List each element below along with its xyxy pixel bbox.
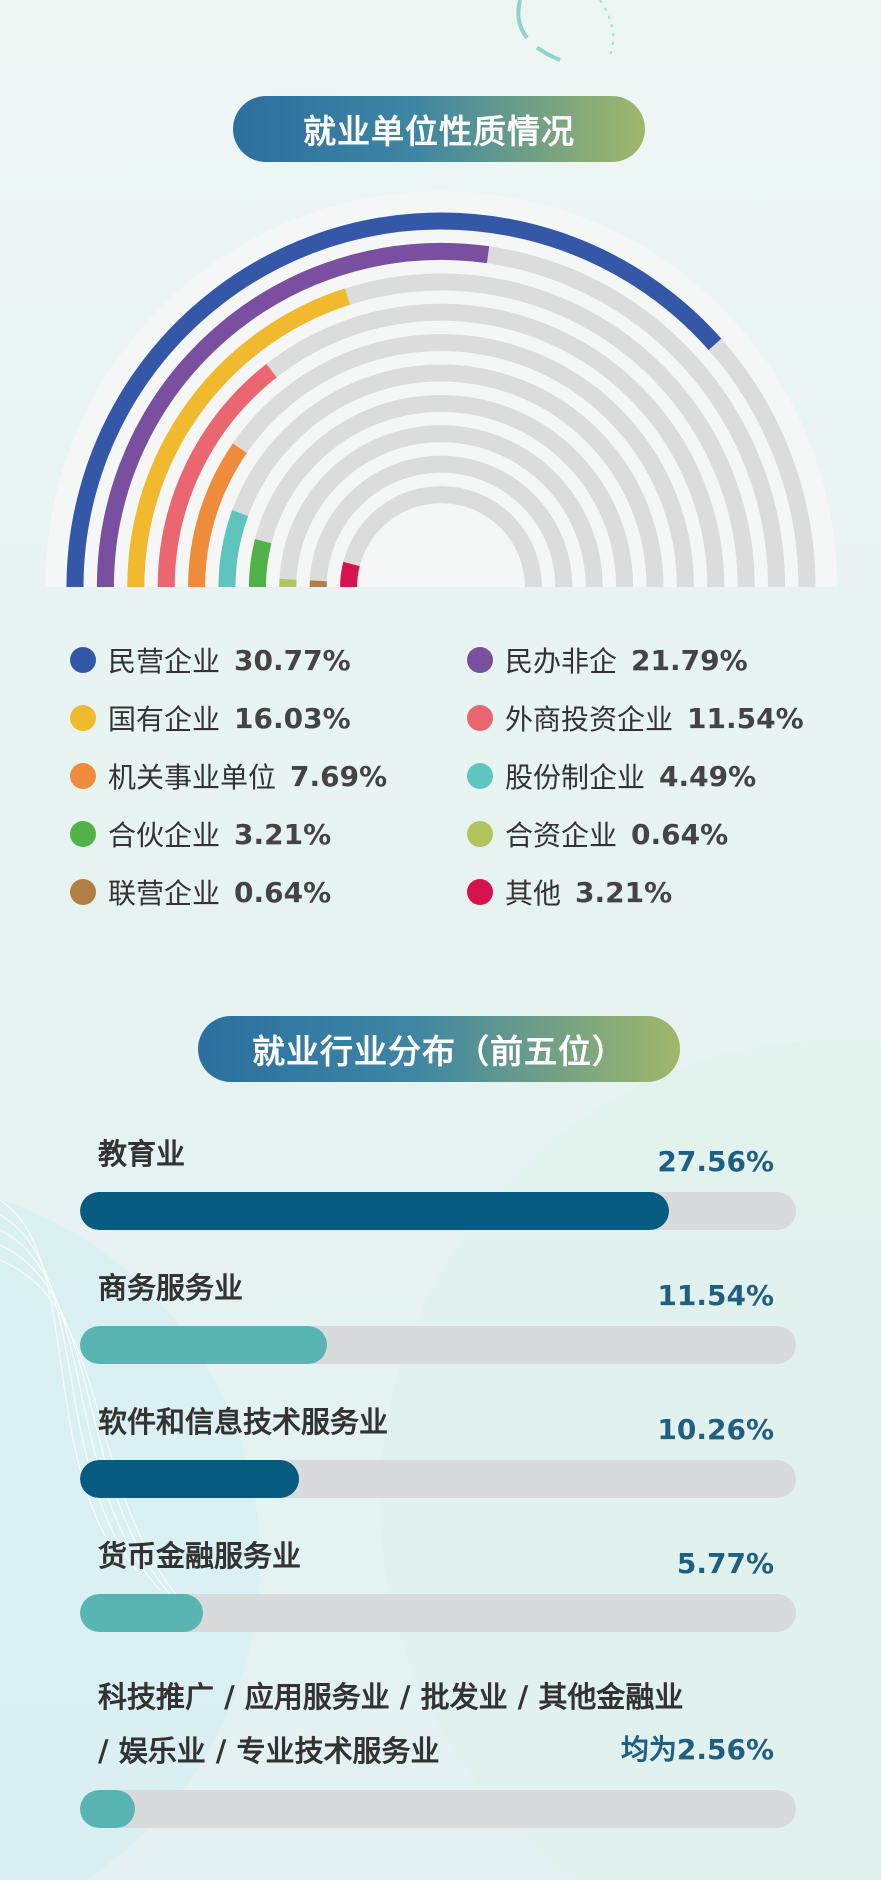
industry-bar-label: 科技推广 / 应用服务业 / 批发业 / 其他金融业 / 娱乐业 / 专业技术服务…	[98, 1680, 684, 1768]
legend-label: 其他	[505, 877, 562, 910]
industry-bar-track	[80, 1192, 796, 1230]
legend-value: 30.77%	[234, 643, 351, 677]
industry-bar-row: 软件和信息技术服务业 10.26%	[80, 1402, 796, 1512]
legend-value: 3.21%	[575, 875, 673, 909]
arc-segment-3	[127, 288, 350, 588]
industry-bar-value: 11.54%	[657, 1279, 774, 1312]
legend-label: 民办非企	[505, 645, 618, 678]
legend-label: 合伙企业	[108, 819, 221, 852]
arc-segment-4	[157, 363, 277, 588]
legend-label: 国有企业	[108, 703, 221, 736]
industry-bar-track	[80, 1326, 796, 1364]
industry-bar-row: 科技推广 / 应用服务业 / 批发业 / 其他金融业 / 娱乐业 / 专业技术服务…	[80, 1670, 796, 1830]
arc-segment-1	[66, 212, 722, 588]
legend-item: 民营企业 30.77%	[70, 640, 351, 680]
arc-segment-5	[188, 443, 247, 588]
industry-bar-value: 5.77%	[676, 1547, 774, 1580]
arc-track	[340, 486, 542, 588]
industry-bar-fill	[80, 1460, 300, 1498]
section-title-industry: 就业行业分布（前五位）	[198, 1016, 680, 1082]
legend-color-dot-icon	[467, 763, 493, 789]
industry-bar-track	[80, 1790, 796, 1828]
legend-color-dot-icon	[70, 647, 96, 673]
legend-item: 合资企业 0.64%	[467, 814, 728, 854]
arc-segment-2	[96, 242, 490, 588]
legend-value: 4.49%	[659, 759, 757, 793]
legend-value: 16.03%	[234, 701, 351, 735]
legend-item: 民办非企 21.79%	[467, 640, 748, 680]
industry-bar-value: 均为2.56%	[620, 1733, 774, 1766]
legend-label: 民营企业	[108, 645, 221, 678]
legend-label: 股份制企业	[505, 761, 646, 794]
legend-item: 其他 3.21%	[467, 872, 672, 912]
legend-value: 11.54%	[687, 701, 804, 735]
legend-color-dot-icon	[70, 705, 96, 731]
legend-value: 0.64%	[631, 817, 729, 851]
industry-bar-label: 货币金融服务业	[98, 1539, 302, 1573]
industry-bar-track	[80, 1460, 796, 1498]
legend-item: 外商投资企业 11.54%	[467, 698, 804, 738]
section-title-employer-type: 就业单位性质情况	[233, 96, 645, 162]
legend-item: 国有企业 16.03%	[70, 698, 351, 738]
arc-track	[248, 394, 634, 588]
arc-segment-6	[218, 510, 249, 588]
legend-item: 股份制企业 4.49%	[467, 756, 756, 796]
legend-item: 联营企业 0.64%	[70, 872, 331, 912]
industry-bar-track	[80, 1594, 796, 1632]
arc-track	[279, 425, 603, 588]
industry-bar-row: 货币金融服务业 5.77%	[80, 1536, 796, 1646]
legend-value: 21.79%	[631, 643, 748, 677]
legend-value: 0.64%	[234, 875, 332, 909]
legend-color-dot-icon	[70, 763, 96, 789]
legend-label: 机关事业单位	[108, 761, 277, 794]
arc-track	[218, 364, 664, 588]
industry-bar-value: 10.26%	[657, 1413, 774, 1446]
industry-bar-label: 软件和信息技术服务业	[98, 1405, 389, 1439]
legend-label: 外商投资企业	[505, 703, 674, 736]
industry-bar-row: 商务服务业 11.54%	[80, 1268, 796, 1378]
employer-type-arc-chart	[45, 191, 837, 588]
legend-color-dot-icon	[467, 821, 493, 847]
industry-bar-fill	[80, 1326, 327, 1364]
industry-bar-label: 教育业	[98, 1137, 186, 1171]
arc-segment-7	[248, 539, 272, 588]
industry-bar-fill	[80, 1192, 670, 1230]
legend-color-dot-icon	[70, 821, 96, 847]
legend-label: 合资企业	[505, 819, 618, 852]
legend-color-dot-icon	[70, 879, 96, 905]
industry-bar-fill	[80, 1790, 135, 1828]
arc-segment-10	[340, 561, 360, 588]
industry-bar-fill	[80, 1594, 204, 1632]
industry-bar-value: 27.56%	[657, 1145, 774, 1178]
legend-value: 3.21%	[234, 817, 332, 851]
legend-label: 联营企业	[108, 877, 221, 910]
legend-color-dot-icon	[467, 647, 493, 673]
legend-color-dot-icon	[467, 879, 493, 905]
arc-track	[309, 455, 573, 588]
industry-bar-row: 教育业 27.56%	[80, 1134, 796, 1244]
industry-bar-label: 商务服务业	[98, 1271, 244, 1305]
legend-color-dot-icon	[467, 705, 493, 731]
legend-value: 7.69%	[290, 759, 388, 793]
legend-item: 机关事业单位 7.69%	[70, 756, 387, 796]
legend-item: 合伙企业 3.21%	[70, 814, 331, 854]
